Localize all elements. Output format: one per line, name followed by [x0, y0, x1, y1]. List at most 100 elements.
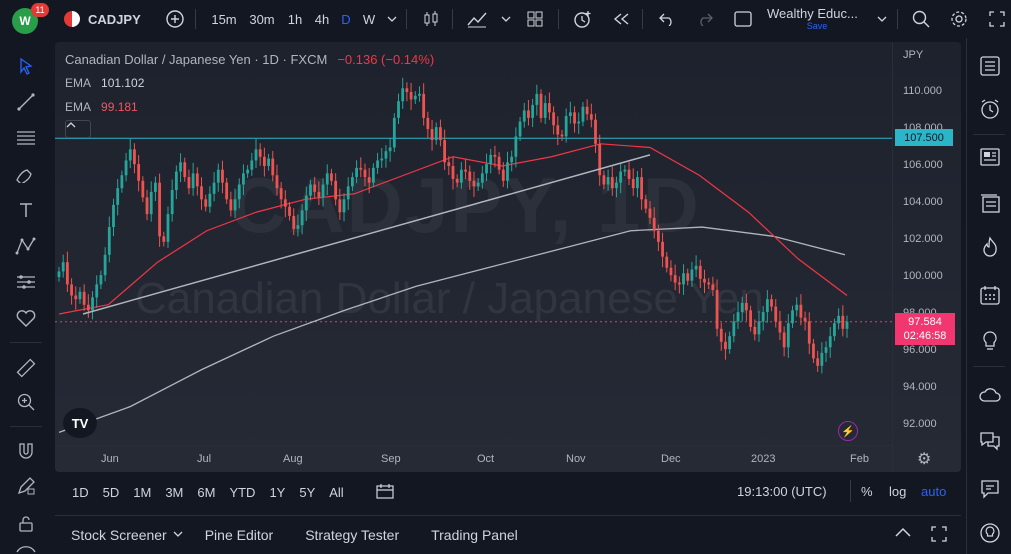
candle-body: [820, 352, 824, 366]
cursor-icon[interactable]: [12, 52, 40, 80]
undo-icon[interactable]: [654, 0, 680, 38]
calendar-icon[interactable]: [975, 280, 1005, 310]
candle-body: [736, 312, 740, 322]
lightning-icon[interactable]: ⚡: [838, 421, 858, 441]
candle-body: [103, 254, 107, 276]
range-6m[interactable]: 6M: [197, 484, 216, 500]
interval-30m[interactable]: 30m: [249, 11, 275, 27]
range-1m[interactable]: 1M: [133, 484, 152, 500]
compare-add-icon[interactable]: [163, 0, 187, 38]
chevron-up-icon[interactable]: [893, 526, 913, 545]
interval-15m[interactable]: 15m: [211, 11, 237, 27]
legend-collapse-button[interactable]: [65, 120, 91, 138]
candle-body: [682, 273, 685, 285]
indicators-icon[interactable]: [464, 0, 490, 38]
chevron-down-icon[interactable]: [874, 0, 890, 38]
gear-icon[interactable]: [946, 0, 972, 38]
templates-icon[interactable]: [522, 0, 548, 38]
replay-icon[interactable]: [608, 0, 634, 38]
alert-icon[interactable]: [569, 0, 595, 38]
layout-save-status[interactable]: Save: [806, 21, 828, 31]
layout-name-button[interactable]: Wealthy Educ... Save: [767, 6, 872, 34]
range-5y[interactable]: 5Y: [299, 484, 316, 500]
candle-body: [778, 321, 782, 333]
lock-icon[interactable]: [12, 510, 40, 538]
legend-ema-fast[interactable]: EMA 101.102: [65, 76, 144, 90]
candle-body: [719, 328, 723, 342]
symbol-search-button[interactable]: CADJPY: [88, 11, 141, 27]
range-ytd[interactable]: YTD: [229, 484, 256, 500]
redo-icon[interactable]: [692, 0, 718, 38]
candle-body: [116, 188, 120, 205]
alarm-clock-icon[interactable]: [975, 94, 1005, 124]
streams-cloud-icon[interactable]: [975, 380, 1005, 410]
tradingview-logo[interactable]: TV: [63, 408, 97, 438]
chats-icon[interactable]: [975, 426, 1005, 456]
auto-toggle[interactable]: auto: [921, 484, 947, 499]
candle-body: [112, 204, 115, 228]
tab-pine-editor[interactable]: Pine Editor: [204, 527, 274, 543]
maximize-panel-icon[interactable]: [931, 526, 947, 547]
help-lightbulb-icon[interactable]: [975, 518, 1005, 548]
watchlist-icon[interactable]: [975, 51, 1005, 81]
range-all[interactable]: All: [329, 484, 344, 500]
ideas-lightbulb-icon[interactable]: [975, 326, 1005, 356]
candles-icon[interactable]: [418, 0, 444, 38]
zoom-in-icon[interactable]: [12, 388, 40, 416]
brush-icon[interactable]: [12, 160, 40, 188]
interval-4h[interactable]: 4h: [314, 11, 330, 27]
select-box-icon[interactable]: [730, 0, 756, 38]
log-toggle[interactable]: log: [889, 484, 907, 499]
news-icon[interactable]: [975, 142, 1005, 172]
fib-retracement-icon[interactable]: [12, 124, 40, 152]
prediction-icon[interactable]: [12, 268, 40, 296]
candle-body: [166, 214, 170, 242]
candle-body: [304, 195, 308, 211]
percent-toggle[interactable]: %: [861, 484, 873, 499]
legend-ema-slow[interactable]: EMA 99.181: [65, 100, 138, 114]
chevron-down-icon[interactable]: [498, 0, 514, 38]
chevron-down-icon[interactable]: [384, 0, 400, 38]
pencil-lock-icon[interactable]: [12, 472, 40, 500]
range-5d[interactable]: 5D: [102, 484, 120, 500]
magnet-icon[interactable]: [12, 437, 40, 465]
interval-w[interactable]: W: [362, 11, 376, 27]
goto-date-icon[interactable]: [369, 483, 401, 502]
interval-1h[interactable]: 1h: [287, 11, 303, 27]
chat-message-icon[interactable]: [975, 474, 1005, 504]
legend-symbol-title[interactable]: Canadian Dollar / Japanese Yen · 1D · FX…: [65, 52, 328, 67]
calendar-list-icon[interactable]: [975, 188, 1005, 218]
time-axis[interactable]: Jun Jul Aug Sep Oct Nov Dec 2023 Feb: [55, 445, 892, 472]
pattern-icon[interactable]: [12, 232, 40, 260]
trend-line-icon[interactable]: [12, 88, 40, 116]
price-plot[interactable]: [55, 42, 961, 472]
fullscreen-icon[interactable]: [984, 0, 1010, 38]
tab-stock-screener[interactable]: Stock Screener: [71, 527, 167, 543]
chevron-down-icon[interactable]: [173, 526, 183, 544]
candle-body: [409, 92, 413, 100]
chart-settings-icon[interactable]: ⚙: [917, 451, 932, 468]
top-toolbar: W 11 CADJPY 15m 30m 1h 4h D W Wealthy: [0, 0, 1011, 38]
tab-strategy-tester[interactable]: Strategy Tester: [305, 527, 400, 543]
heart-icon[interactable]: [12, 304, 40, 332]
utc-clock[interactable]: 19:13:00 (UTC): [737, 484, 827, 499]
eye-icon[interactable]: [12, 538, 40, 554]
range-1d[interactable]: 1D: [72, 484, 89, 500]
range-1y[interactable]: 1Y: [269, 484, 286, 500]
range-3m[interactable]: 3M: [165, 484, 184, 500]
candle-body: [267, 158, 270, 166]
interval-d[interactable]: D: [341, 11, 351, 27]
candle-body: [233, 199, 237, 211]
candle-body: [338, 199, 342, 213]
search-icon[interactable]: [908, 0, 934, 38]
candle-body: [648, 208, 652, 218]
candle-body: [749, 310, 752, 327]
chart-pane[interactable]: CADJPY, 1D Canadian Dollar / Japanese Ye…: [55, 42, 961, 472]
currency-label[interactable]: JPY: [903, 49, 924, 61]
tab-trading-panel[interactable]: Trading Panel: [431, 527, 518, 543]
ruler-icon[interactable]: [12, 354, 40, 382]
text-tool-icon[interactable]: [12, 196, 40, 224]
hotlists-flame-icon[interactable]: [975, 232, 1005, 262]
price-axis[interactable]: JPY 110.000 108.000 106.000 104.000 102.…: [892, 42, 961, 472]
ema-fast-label: EMA: [65, 76, 92, 90]
